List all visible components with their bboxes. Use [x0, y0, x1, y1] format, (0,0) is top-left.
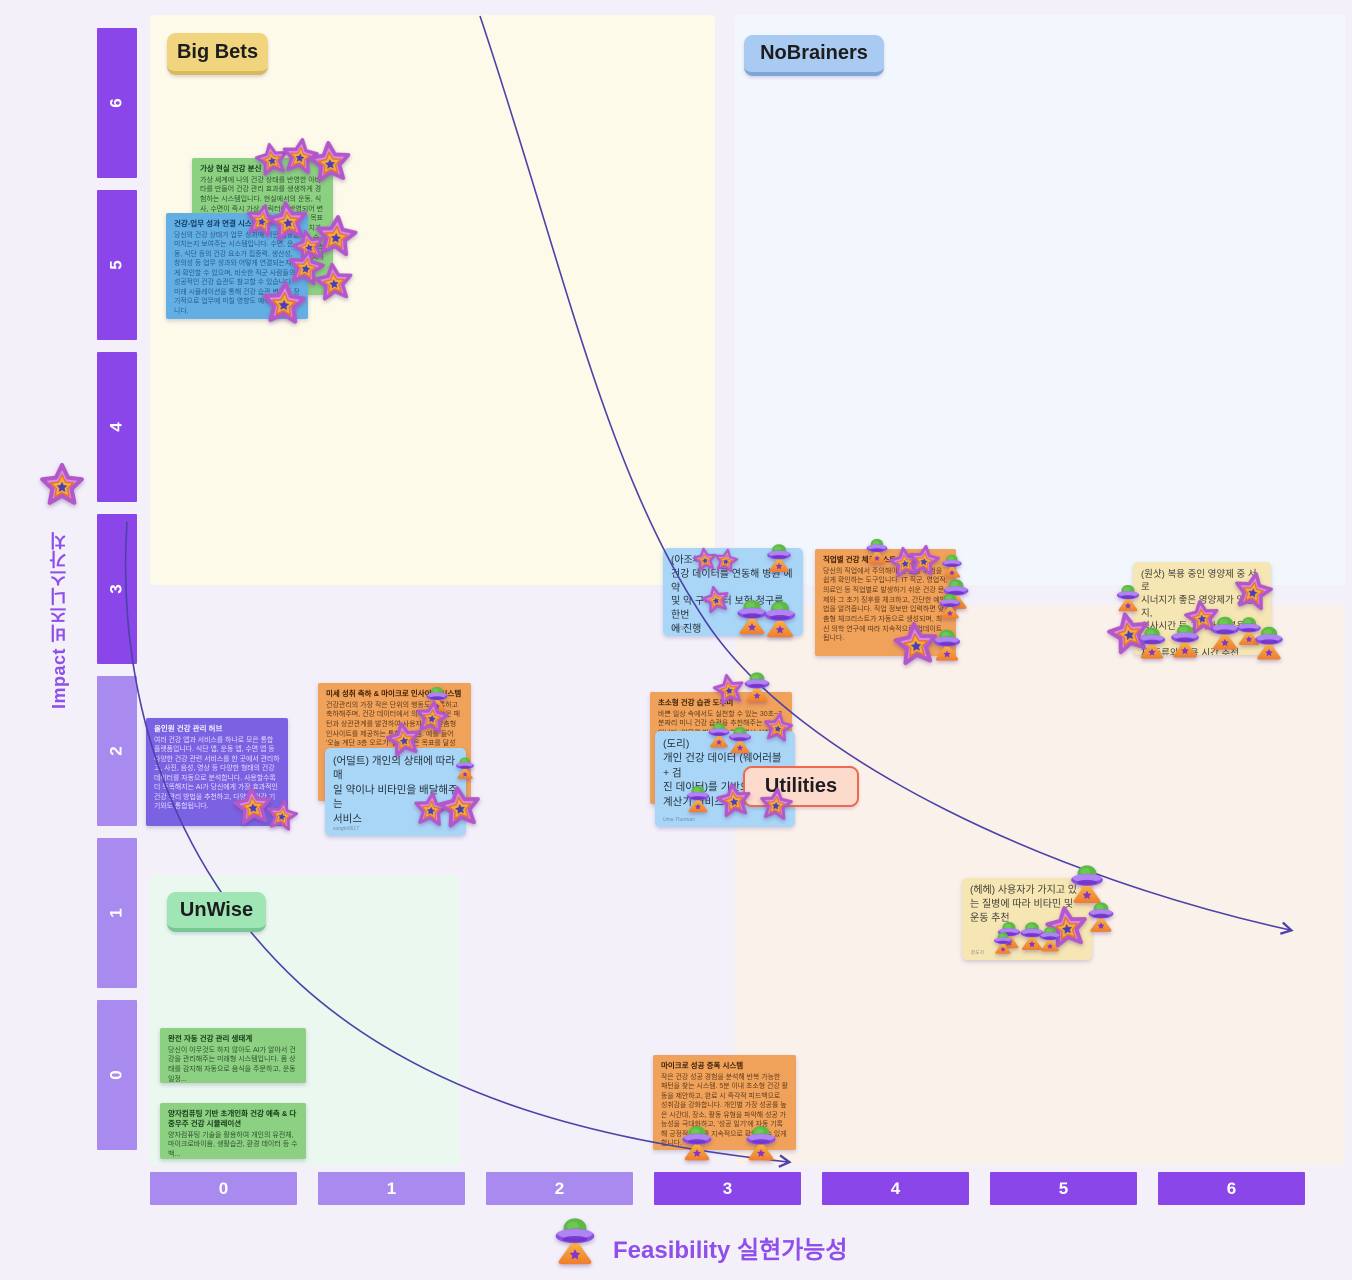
- star-sticker[interactable]: [382, 718, 426, 762]
- note-author: Uma Thurman: [663, 817, 695, 823]
- note-title: 건강-업무 성과 연결 시스템: [174, 219, 259, 228]
- y-tick-value: 2: [107, 746, 126, 756]
- ufo-sticker[interactable]: [740, 1122, 782, 1164]
- feasibility-ufo-icon: [547, 1213, 603, 1269]
- star-sticker[interactable]: [1229, 568, 1278, 617]
- note-title: 가상 현실 건강 분신: [200, 164, 262, 173]
- ufo-sticker[interactable]: [1035, 924, 1065, 954]
- note-title: 올인원 건강 관리 허브: [154, 724, 223, 733]
- y-axis-tick-0: 0: [97, 1000, 137, 1150]
- note-title: 완전 자동 건강 관리 생태계: [168, 1034, 253, 1043]
- star-sticker[interactable]: [311, 260, 357, 306]
- y-tick-value: 6: [107, 98, 126, 108]
- note-author: sungin0617: [333, 826, 359, 832]
- x-axis-tick-3: 3: [654, 1172, 801, 1205]
- star-sticker[interactable]: [711, 546, 741, 576]
- star-sticker[interactable]: [756, 785, 796, 825]
- ufo-sticker[interactable]: [990, 930, 1016, 956]
- ufo-sticker[interactable]: [1165, 621, 1205, 661]
- x-tick-value: 4: [890, 1178, 901, 1198]
- note-author: 김성회: [671, 626, 685, 632]
- ufo-sticker[interactable]: [928, 626, 966, 664]
- x-axis-tick-1: 1: [318, 1172, 465, 1205]
- x-axis-tick-5: 5: [990, 1172, 1137, 1205]
- x-tick-value: 0: [218, 1178, 229, 1198]
- ufo-sticker[interactable]: [682, 783, 714, 815]
- y-axis-tick-5: 5: [97, 190, 137, 340]
- ufo-sticker[interactable]: [1249, 623, 1289, 663]
- ufo-sticker[interactable]: [762, 541, 796, 575]
- x-axis-tick-4: 4: [822, 1172, 969, 1205]
- quadrant-label-nobrainers[interactable]: NoBrainers: [744, 35, 884, 76]
- impact-axis-label: Impact 비즈니스가치: [49, 531, 69, 709]
- x-tick-value: 3: [722, 1178, 733, 1198]
- nobrainers-region: [735, 15, 1345, 585]
- star-sticker[interactable]: [258, 278, 309, 329]
- quadrant-label-unwise[interactable]: UnWise: [167, 892, 266, 932]
- note-body: 당신의 건강 상태가 업무 성과에 어떤 영향을 미치는지 보여주는 시스템입니…: [174, 231, 300, 315]
- x-tick-value: 2: [554, 1178, 565, 1198]
- ufo-sticker[interactable]: [758, 597, 802, 641]
- y-tick-value: 4: [107, 422, 126, 432]
- star-sticker[interactable]: [262, 796, 301, 835]
- ufo-sticker[interactable]: [724, 724, 756, 756]
- quadrant-label-big-bets[interactable]: Big Bets: [167, 33, 268, 75]
- y-tick-value: 0: [107, 1070, 126, 1080]
- star-sticker[interactable]: [760, 710, 796, 746]
- x-axis-tick-6: 6: [1158, 1172, 1305, 1205]
- feasibility-axis-label: Feasibility 실현가능성: [613, 1237, 848, 1264]
- y-axis-tick-4: 4: [97, 352, 137, 502]
- y-tick-value: 5: [107, 260, 126, 270]
- star-sticker[interactable]: [305, 138, 355, 188]
- note-title: 마이크로 성공 증폭 시스템: [661, 1061, 744, 1070]
- note-author: 청도지: [970, 950, 984, 956]
- star-sticker[interactable]: [698, 582, 734, 618]
- ufo-sticker[interactable]: [739, 669, 775, 705]
- note-body: 당신이 아무것도 하지 않아도 AI가 알아서 건강을 관리해주는 미래형 시스…: [168, 1046, 296, 1083]
- y-axis-tick-1: 1: [97, 838, 137, 988]
- x-tick-value: 5: [1058, 1178, 1069, 1198]
- star-sticker[interactable]: [434, 782, 486, 834]
- y-tick-value: 3: [107, 584, 126, 594]
- impact-star-icon: [38, 462, 86, 510]
- y-axis-tick-2: 2: [97, 676, 137, 826]
- x-tick-value: 6: [1226, 1178, 1237, 1198]
- note-title: 양자컴퓨팅 기반 초개인화 건강 예측 & 다중우주 건강 시뮬레이션: [168, 1109, 297, 1128]
- y-axis-tick-6: 6: [97, 28, 137, 178]
- y-tick-value: 1: [107, 908, 126, 918]
- star-sticker[interactable]: [713, 780, 756, 823]
- note-body: 양자컴퓨팅 기술을 활용하여 개인의 유전체, 마이크로바이옴, 생활습관, 환…: [168, 1131, 298, 1158]
- x-tick-value: 1: [386, 1178, 397, 1198]
- ufo-sticker[interactable]: [935, 591, 965, 621]
- y-axis-tick-3: 3: [97, 514, 137, 664]
- x-axis-tick-0: 0: [150, 1172, 297, 1205]
- x-axis-tick-2: 2: [486, 1172, 633, 1205]
- ufo-sticker[interactable]: [452, 755, 478, 781]
- ufo-sticker[interactable]: [676, 1122, 718, 1164]
